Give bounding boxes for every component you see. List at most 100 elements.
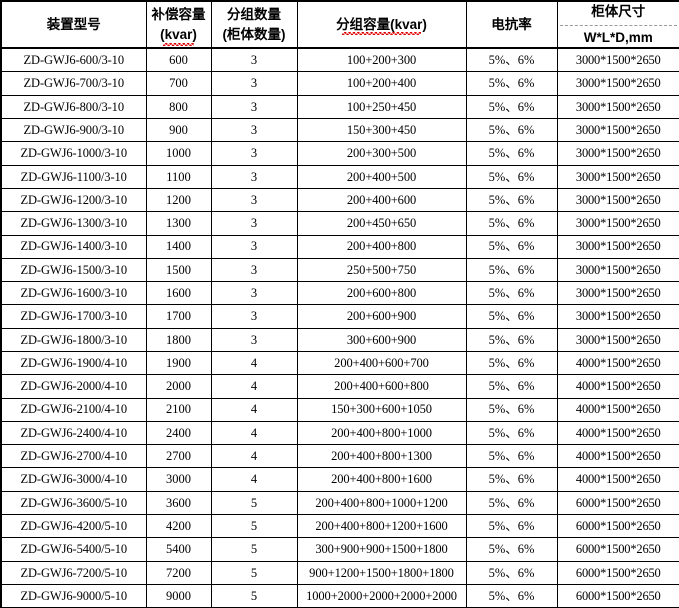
cell-groups: 4 (210, 444, 298, 469)
cell-size: 4000*1500*2650 (556, 420, 679, 446)
cell-react: 5%、6% (465, 47, 558, 73)
cell-cap: 1900 (145, 350, 212, 376)
cell-cap: 1800 (145, 327, 212, 352)
cell-size: 4000*1500*2650 (556, 397, 679, 422)
cell-detail: 200+400+600+700 (296, 350, 467, 376)
cell-detail: 150+300+450 (296, 118, 467, 143)
cell-detail: 300+600+900 (296, 327, 467, 352)
cell-groups: 3 (210, 141, 298, 166)
table-row: ZD-GWJ6-1300/3-10 1300 3 200+450+650 5%、6% 30… (0, 211, 679, 236)
cell-groups: 3 (210, 327, 298, 352)
cell-size: 3000*1500*2650 (556, 164, 679, 189)
cell-react: 5%、6% (465, 374, 558, 399)
cell-detail: 200+600+800 (296, 281, 467, 306)
table-row: ZD-GWJ6-3600/5-10 3600 5 200+400+800+1000+1… (0, 490, 679, 516)
cell-cap: 1100 (145, 164, 212, 189)
cell-groups: 3 (210, 211, 298, 236)
cell-detail: 900+1200+1500+1800+1800 (296, 560, 467, 585)
cell-detail: 150+300+600+1050 (296, 397, 467, 422)
cell-size: 3000*1500*2650 (556, 187, 679, 213)
cell-groups: 3 (210, 187, 298, 213)
cell-detail: 200+600+900 (296, 304, 467, 329)
cell-model: ZD-GWJ6-4200/5-10 (0, 514, 147, 539)
table-row: ZD-GWJ6-1400/3-10 1400 3 200+400+800 5%、6% 30… (0, 234, 679, 259)
cell-groups: 4 (210, 467, 298, 492)
cell-detail: 100+250+450 (296, 94, 467, 120)
cell-model: ZD-GWJ6-1400/3-10 (0, 234, 147, 259)
cell-cap: 5400 (145, 537, 212, 562)
cell-groups: 5 (210, 490, 298, 516)
cell-size: 3000*1500*2650 (556, 281, 679, 306)
cell-groups: 4 (210, 420, 298, 446)
cell-model: ZD-GWJ6-1100/3-10 (0, 164, 147, 189)
cell-model: ZD-GWJ6-3000/4-10 (0, 467, 147, 492)
cell-model: ZD-GWJ6-1300/3-10 (0, 211, 147, 236)
cell-model: ZD-GWJ6-1000/3-10 (0, 141, 147, 166)
cell-detail: 250+500+750 (296, 257, 467, 283)
cell-groups: 3 (210, 71, 298, 96)
cell-model: ZD-GWJ6-1600/3-10 (0, 281, 147, 306)
cell-size: 4000*1500*2650 (556, 444, 679, 469)
cell-cap: 600 (145, 47, 212, 73)
cell-groups: 3 (210, 164, 298, 189)
cell-detail: 200+400+800+1300 (296, 444, 467, 469)
cell-detail: 200+400+800+1000 (296, 420, 467, 446)
table-row: ZD-GWJ6-2700/4-10 2700 4 200+400+800+1300 5%… (0, 444, 679, 469)
cell-groups: 5 (210, 560, 298, 585)
cell-groups: 4 (210, 397, 298, 422)
cell-groups: 5 (210, 514, 298, 539)
cell-cap: 800 (145, 94, 212, 120)
cell-react: 5%、6% (465, 118, 558, 143)
cell-cap: 9000 (145, 583, 212, 608)
cell-model: ZD-GWJ6-2700/4-10 (0, 444, 147, 469)
cell-size: 6000*1500*2650 (556, 490, 679, 516)
column-header-reactance-rate: 电抗率 (465, 0, 558, 50)
cell-react: 5%、6% (465, 490, 558, 516)
cell-model: ZD-GWJ6-1200/3-10 (0, 187, 147, 213)
cell-cap: 7200 (145, 560, 212, 585)
cell-model: ZD-GWJ6-3600/5-10 (0, 490, 147, 516)
column-header-device-model: 装置型号 (0, 0, 147, 50)
cell-size: 3000*1500*2650 (556, 257, 679, 283)
header-line: 装置型号 (46, 16, 101, 32)
cell-detail: 200+400+800 (296, 234, 467, 259)
cell-groups: 5 (210, 537, 298, 562)
cell-model: ZD-GWJ6-1800/3-10 (0, 327, 147, 352)
cell-model: ZD-GWJ6-7200/5-10 (0, 560, 147, 585)
cell-groups: 5 (210, 583, 298, 608)
cell-cap: 1500 (145, 257, 212, 283)
cell-size: 3000*1500*2650 (556, 118, 679, 143)
cell-size: 3000*1500*2650 (556, 141, 679, 166)
cell-react: 5%、6% (465, 141, 558, 166)
header-dashed-divider (559, 24, 677, 26)
cell-cap: 1200 (145, 187, 212, 213)
cell-groups: 3 (210, 94, 298, 120)
cell-react: 5%、6% (465, 234, 558, 259)
cell-model: ZD-GWJ6-2100/4-10 (0, 397, 147, 422)
cell-size: 6000*1500*2650 (556, 583, 679, 608)
cell-size: 6000*1500*2650 (556, 537, 679, 562)
column-header-cabinet-dimensions: 柜体尺寸 W*L*D,mm (556, 0, 679, 50)
cell-size: 3000*1500*2650 (556, 234, 679, 259)
cell-cap: 2100 (145, 397, 212, 422)
cell-cap: 2400 (145, 420, 212, 446)
table-row: ZD-GWJ6-900/3-10 900 3 150+300+450 5%、6% 3000… (0, 118, 679, 143)
cell-groups: 3 (210, 257, 298, 283)
cell-model: ZD-GWJ6-1500/3-10 (0, 257, 147, 283)
cell-detail: 200+400+800+1200+1600 (296, 514, 467, 539)
table-row: ZD-GWJ6-1000/3-10 1000 3 200+300+500 5%、6% 30… (0, 141, 679, 166)
cell-model: ZD-GWJ6-600/3-10 (0, 47, 147, 73)
cell-react: 5%、6% (465, 94, 558, 120)
cell-detail: 200+400+600 (296, 187, 467, 213)
cell-react: 5%、6% (465, 560, 558, 585)
cell-cap: 900 (145, 118, 212, 143)
cell-model: ZD-GWJ6-2400/4-10 (0, 420, 147, 446)
cell-react: 5%、6% (465, 467, 558, 492)
header-stack: 补偿容量 (kvar) (149, 2, 209, 47)
table-row: ZD-GWJ6-1700/3-10 1700 3 200+600+900 5%、6% 30… (0, 304, 679, 329)
cell-size: 3000*1500*2650 (556, 47, 679, 73)
cell-react: 5%、6% (465, 211, 558, 236)
header-stack: 分组数量 (柜体数量) (214, 2, 295, 47)
cell-detail: 200+400+800+1600 (296, 467, 467, 492)
cell-react: 5%、6% (465, 187, 558, 213)
